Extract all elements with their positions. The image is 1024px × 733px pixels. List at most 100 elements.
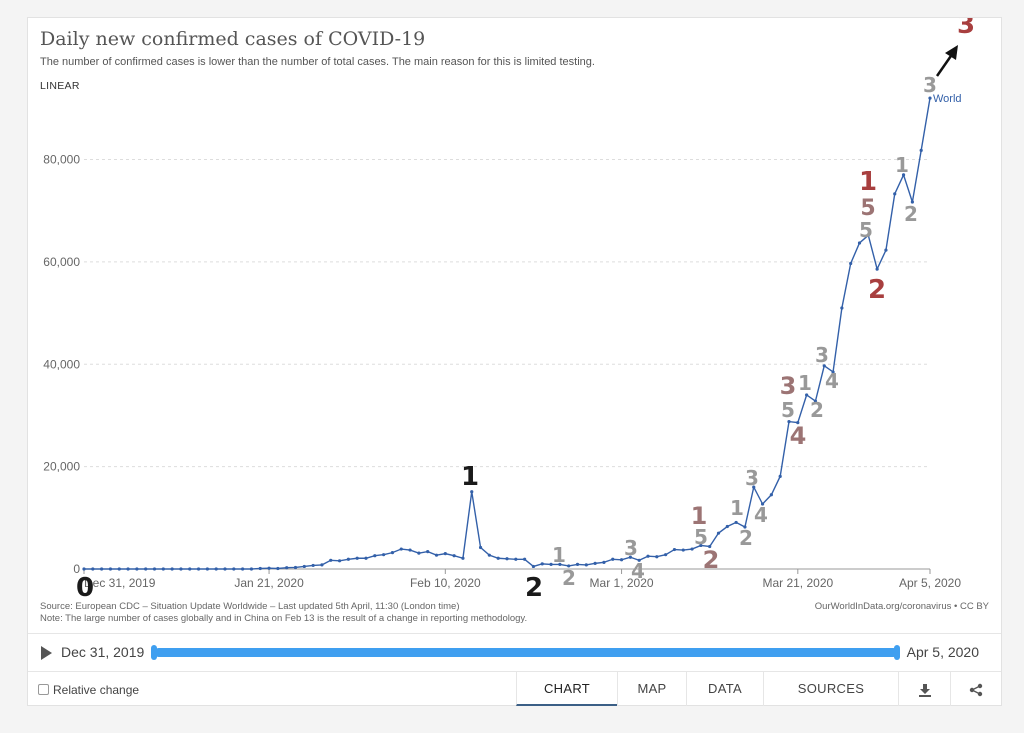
data-point (100, 567, 104, 571)
annotation-digit: 0 (76, 573, 94, 598)
data-point (91, 567, 95, 571)
data-point (170, 567, 174, 571)
data-point (628, 555, 632, 559)
data-point (875, 267, 879, 271)
data-point (346, 557, 350, 561)
annotation-digit: 1 (461, 462, 479, 492)
data-point (919, 148, 923, 152)
x-tick-label: Mar 1, 2020 (590, 576, 654, 590)
annotation-digit: 3 (780, 372, 797, 400)
data-point (373, 554, 377, 558)
data-point (452, 554, 456, 558)
data-point (752, 485, 756, 489)
annotation-digit: 3 (815, 343, 829, 367)
data-point (126, 567, 130, 571)
data-point (646, 554, 650, 558)
annotation-digit: 5 (860, 196, 875, 221)
line-chart: 0 20,000 40,000 60,000 80,000 Dec 31, 2019 Jan… (43, 18, 975, 598)
share-button[interactable] (950, 672, 1001, 706)
data-point (734, 520, 738, 525)
data-point (787, 419, 791, 424)
data-point (505, 557, 509, 561)
data-point (593, 561, 597, 565)
download-button[interactable] (898, 672, 950, 706)
data-point (584, 563, 588, 567)
data-point (390, 551, 395, 555)
tab-data[interactable]: DATA (686, 672, 763, 706)
data-point (487, 553, 491, 557)
data-point (214, 567, 218, 571)
timeline-start-label: Dec 31, 2019 (61, 644, 145, 660)
relative-change-checkbox[interactable] (38, 684, 49, 695)
x-tick-label: Jan 21, 2020 (234, 576, 304, 590)
annotation-arrow (935, 52, 955, 77)
chart-card: Daily new confirmed cases of COVID-19 Th… (27, 17, 1002, 706)
data-point (434, 553, 439, 557)
data-point (769, 493, 773, 497)
y-tick-label: 60,000 (43, 255, 80, 269)
data-point (805, 393, 809, 397)
timeline-end-handle[interactable] (894, 645, 900, 660)
timeline-end-label: Apr 5, 2020 (906, 644, 979, 660)
data-point (241, 567, 245, 571)
data-point (276, 566, 280, 571)
data-point (320, 563, 324, 567)
series-line-world (84, 98, 931, 570)
credit-text[interactable]: OurWorldInData.org/coronavirus • CC BY (814, 601, 989, 612)
tab-map[interactable]: MAP (617, 672, 686, 706)
annotation-digit: 2 (810, 398, 824, 422)
annotation-digit: 1 (691, 502, 708, 530)
data-point (249, 567, 254, 571)
annotation-digit: 2 (562, 566, 576, 590)
annotation-digit: 3 (957, 18, 975, 40)
data-point (496, 556, 500, 560)
annotation-digit: 2 (904, 202, 918, 226)
data-point (672, 547, 677, 552)
data-point (223, 567, 227, 571)
x-tick-label: Dec 31, 2019 (84, 576, 156, 590)
data-point (831, 370, 835, 374)
data-point (637, 558, 641, 562)
play-icon[interactable] (41, 646, 52, 660)
chart-title: Daily new confirmed cases of COVID-19 (40, 28, 426, 50)
series-label-world: World (933, 93, 962, 105)
tab-sources[interactable]: SOURCES (763, 672, 898, 706)
data-point (364, 556, 368, 560)
y-tick-label: 20,000 (43, 460, 80, 474)
data-point (540, 562, 544, 566)
data-point (478, 545, 483, 550)
data-point (179, 567, 183, 571)
data-point (567, 564, 571, 568)
data-point (778, 474, 782, 478)
data-point (699, 543, 703, 548)
data-point (901, 173, 906, 177)
data-point (884, 248, 888, 252)
data-point (760, 502, 765, 506)
timeline-start-handle[interactable] (151, 645, 157, 660)
scale-toggle[interactable]: LINEAR (40, 80, 80, 92)
data-point (910, 200, 914, 204)
annotation-digit: 1 (798, 371, 812, 395)
data-point (857, 241, 862, 245)
data-point (822, 364, 826, 368)
data-point (443, 552, 447, 556)
note-text: Note: The large number of cases globally… (40, 613, 528, 624)
y-tick-label: 0 (73, 562, 80, 576)
annotation-digit: 3 (745, 466, 759, 490)
data-point (426, 549, 430, 554)
data-point (293, 565, 298, 570)
annotation-arrowhead (945, 45, 958, 60)
tab-chart[interactable]: CHART (516, 672, 617, 706)
annotation-digit: 2 (868, 275, 886, 305)
annotation-digit: 1 (859, 167, 877, 197)
data-point (117, 567, 121, 571)
data-point (108, 567, 113, 571)
data-point (664, 553, 668, 557)
data-point (267, 566, 271, 570)
data-point (161, 567, 165, 571)
timeline-track[interactable] (154, 648, 898, 657)
annotation-digit: 2 (525, 573, 543, 598)
annotation-digit: 5 (859, 218, 873, 242)
annotation-digit: 5 (781, 398, 795, 422)
data-point (302, 564, 306, 569)
